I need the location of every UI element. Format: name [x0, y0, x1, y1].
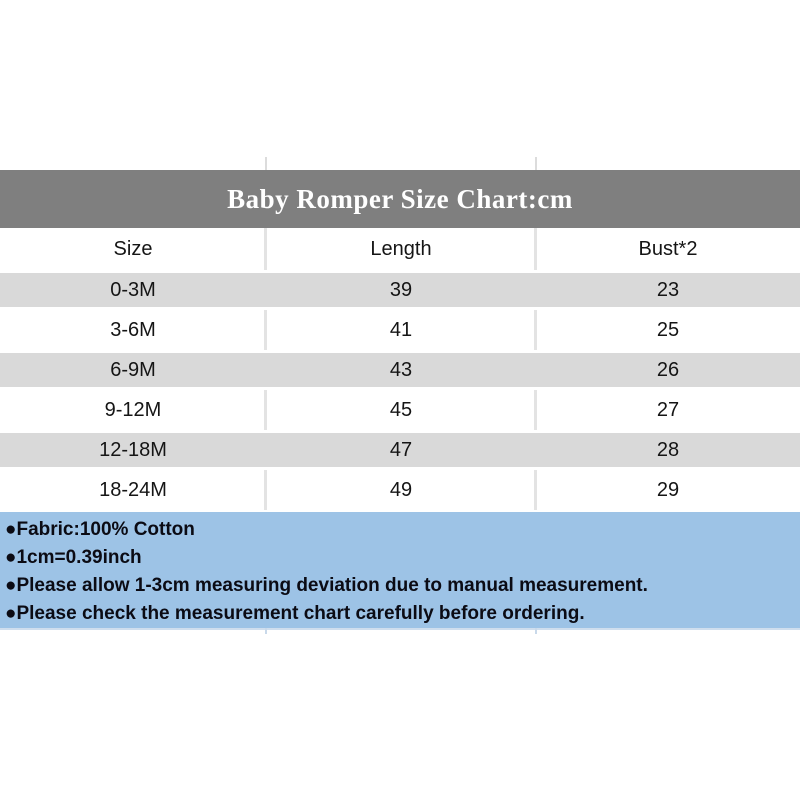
grid-stub-top-left	[265, 157, 267, 170]
cell-bust: 27	[656, 398, 680, 421]
cell-bust: 23	[656, 278, 680, 301]
notes-bottom-border	[0, 628, 800, 630]
cell-length: 43	[389, 358, 413, 381]
size-table: Size Length Bust*2 0-3M 39 23 3-6M 41 25…	[0, 228, 800, 510]
cell-bust: 25	[656, 318, 680, 341]
cell-length: 47	[389, 438, 413, 461]
cell-length: 49	[389, 478, 413, 501]
grid-stub-top-right	[535, 157, 537, 170]
cell-bust: 26	[656, 358, 680, 381]
note-conversion: ●1cm=0.39inch	[5, 547, 142, 568]
table-row: 9-12M 45 27	[0, 390, 800, 430]
page-title: Baby Romper Size Chart:cm	[227, 183, 573, 214]
table-row: 18-24M 49 29	[0, 470, 800, 510]
cell-size: 18-24M	[99, 478, 167, 501]
note-fabric: ●Fabric:100% Cotton	[5, 519, 195, 540]
grid-stub-bottom-right	[535, 628, 537, 634]
notes-panel: ●Fabric:100% Cotton ●1cm=0.39inch ●Pleas…	[0, 512, 800, 628]
cell-size: 6-9M	[110, 358, 156, 381]
title-band: Baby Romper Size Chart:cm	[0, 170, 800, 228]
table-row: 3-6M 41 25	[0, 310, 800, 350]
cell-size: 9-12M	[104, 398, 162, 421]
table-row: 6-9M 43 26	[0, 350, 800, 390]
cell-bust: 28	[656, 438, 680, 461]
column-header-bust: Bust*2	[638, 237, 698, 260]
table-row: 12-18M 47 28	[0, 430, 800, 470]
note-check-chart: ●Please check the measurement chart care…	[5, 603, 585, 624]
column-header-size: Size	[113, 237, 153, 260]
cell-length: 41	[389, 318, 413, 341]
column-header-length: Length	[370, 237, 432, 260]
table-header-row: Size Length Bust*2	[0, 228, 800, 270]
cell-bust: 29	[656, 478, 680, 501]
cell-size: 3-6M	[110, 318, 156, 341]
table-row: 0-3M 39 23	[0, 270, 800, 310]
cell-length: 45	[389, 398, 413, 421]
cell-size: 0-3M	[110, 278, 156, 301]
grid-stub-bottom-left	[265, 628, 267, 634]
note-deviation: ●Please allow 1-3cm measuring deviation …	[5, 575, 648, 596]
cell-length: 39	[389, 278, 413, 301]
cell-size: 12-18M	[99, 438, 167, 461]
